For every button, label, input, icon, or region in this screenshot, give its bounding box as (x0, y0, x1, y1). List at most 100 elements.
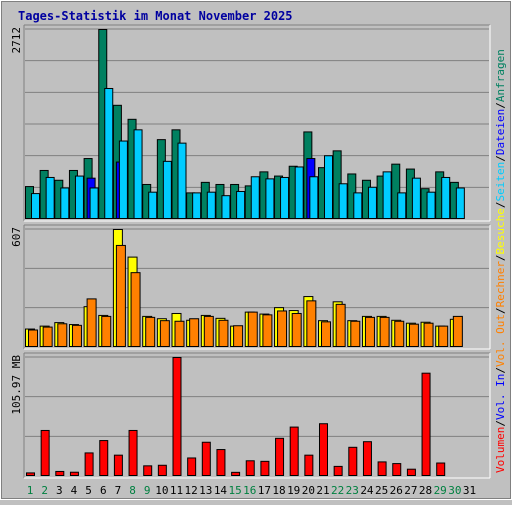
x-tick-day-21: 21 (316, 484, 329, 497)
bar-volumen (377, 461, 387, 476)
bar-volumen (26, 472, 35, 476)
bar-rechner (174, 320, 185, 347)
x-tick-day-14: 14 (214, 484, 228, 497)
bar-rechner (291, 312, 302, 347)
bar-volumen (319, 423, 328, 477)
legend-item: Dateien (494, 109, 507, 155)
x-tick-day-11: 11 (170, 484, 183, 497)
bar-seiten (206, 191, 216, 219)
x-tick-day-16: 16 (243, 484, 256, 497)
x-tick-day-29: 29 (434, 484, 447, 497)
bar-rechner (101, 315, 112, 347)
bar-seiten (324, 155, 333, 219)
bar-volumen (348, 446, 358, 477)
bar-seiten (60, 187, 70, 219)
panel-middle (23, 224, 491, 350)
x-tick-day-19: 19 (287, 484, 300, 497)
bar-anfragen (391, 163, 401, 220)
bar-seiten (353, 192, 363, 219)
legend-item: Vol. Out (494, 314, 507, 367)
x-tick-day-31: 31 (463, 484, 476, 497)
x-axis-day-labels: 1 2 3 4 5 6 7 8 9 10 11 12 13 14 15 16 17 18 19 20 21 22 23 24 2… (27, 484, 476, 497)
bar-rechner (203, 315, 214, 347)
x-tick-day-12: 12 (185, 484, 198, 497)
bar-volumen (436, 462, 446, 476)
x-tick-day-23: 23 (346, 484, 359, 497)
legend-separator: / (494, 367, 507, 374)
bar-rechner (71, 324, 82, 348)
bar-volumen (392, 463, 402, 476)
bar-volumen (245, 460, 255, 476)
bar-seiten (162, 160, 172, 219)
bar-rechner (130, 272, 141, 347)
bar-seiten (31, 193, 40, 219)
x-tick-day-4: 4 (71, 484, 78, 497)
x-tick-day-30: 30 (448, 484, 461, 497)
bar-volumen (40, 429, 50, 477)
right-legend-text: Volumen/Vol. In/Vol. Out/Rechner/Besuche… (494, 49, 507, 473)
x-tick-day-5: 5 (85, 484, 92, 497)
bar-rechner (28, 329, 38, 348)
panel-top (23, 24, 491, 222)
x-tick-day-1: 1 (27, 484, 34, 497)
chart-panels (23, 24, 491, 479)
bar-volumen (304, 454, 314, 477)
bar-seiten (104, 87, 114, 220)
bar-volumen (55, 470, 65, 477)
chart-title: Tages-Statistik im Monat November 2025 (18, 9, 293, 23)
y-axis-max-label: 607 (10, 227, 23, 247)
bar-seiten (265, 178, 275, 219)
bar-seiten (280, 176, 290, 219)
bar-rechner (233, 325, 244, 348)
bar-volumen (113, 454, 123, 477)
bar-seiten (192, 192, 202, 219)
x-tick-day-13: 13 (199, 484, 212, 497)
bar-volumen (289, 426, 299, 476)
bar-seiten (382, 171, 392, 219)
x-tick-day-9: 9 (144, 484, 151, 497)
x-tick-day-18: 18 (272, 484, 285, 497)
bar-rechner (189, 318, 200, 348)
bar-rechner (350, 320, 361, 347)
bar-seiten (221, 195, 231, 220)
x-tick-day-7: 7 (115, 484, 122, 497)
bar-volumen (216, 449, 226, 477)
bar-seiten (426, 191, 436, 219)
y-axis-max-label: 2712 (10, 27, 23, 54)
x-tick-day-2: 2 (41, 484, 48, 497)
bar-seiten (250, 176, 260, 219)
bar-volumen (69, 471, 79, 477)
x-tick-day-3: 3 (56, 484, 63, 497)
bar-rechner (364, 316, 375, 347)
legend-item: Seiten (494, 162, 507, 202)
bar-seiten (133, 129, 143, 219)
bar-seiten (177, 142, 187, 219)
bar-rechner (57, 323, 68, 347)
bar-seiten (397, 192, 407, 219)
right-legend: Volumen/Vol. In/Vol. Out/Rechner/Besuche… (494, 49, 507, 473)
bar-rechner (159, 320, 170, 347)
bar-seiten (367, 186, 377, 219)
bar-rechner (86, 298, 97, 347)
bar-volumen (84, 452, 94, 476)
x-tick-day-6: 6 (100, 484, 107, 497)
bar-volumen (143, 465, 153, 476)
bar-volumen (157, 464, 167, 477)
bar-rechner (335, 303, 346, 348)
x-tick-day-25: 25 (375, 484, 388, 497)
x-tick-day-27: 27 (404, 484, 417, 497)
x-tick-day-24: 24 (360, 484, 374, 497)
bar-rechner (247, 311, 258, 348)
legend-item: Anfragen (494, 49, 507, 102)
bar-rechner (408, 323, 419, 347)
legend-item: Volumen (494, 427, 507, 473)
bar-seiten (74, 175, 84, 219)
bar-seiten (89, 187, 99, 219)
legend-item: Besuche (494, 208, 507, 254)
bar-rechner (218, 319, 229, 347)
legend-separator: / (494, 307, 507, 314)
x-tick-day-26: 26 (390, 484, 403, 497)
legend-separator: / (494, 102, 507, 109)
